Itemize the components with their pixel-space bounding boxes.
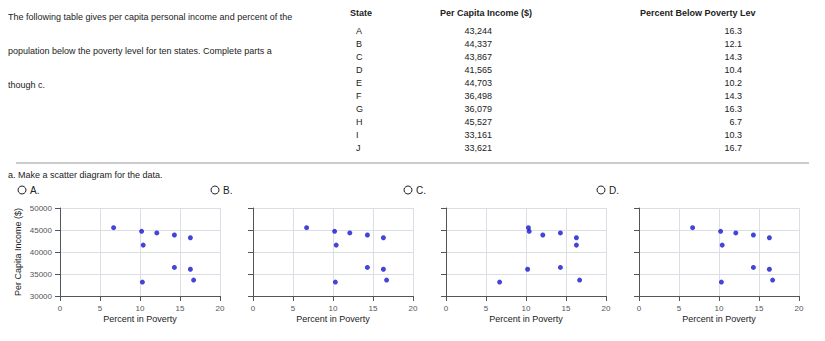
svg-text:15: 15: [562, 304, 571, 313]
svg-text:C: C: [356, 52, 363, 62]
svg-text:A: A: [356, 26, 362, 36]
svg-text:B: B: [356, 39, 362, 49]
svg-text:B.: B.: [223, 185, 232, 196]
svg-text:10: 10: [136, 304, 145, 313]
svg-text:10.2: 10.2: [724, 78, 742, 88]
svg-text:C.: C.: [416, 185, 426, 196]
svg-text:0: 0: [58, 304, 63, 313]
svg-text:0: 0: [444, 304, 449, 313]
svg-text:E: E: [356, 78, 362, 88]
svg-text:45,527: 45,527: [464, 117, 492, 127]
svg-text:Percent in Poverty: Percent in Poverty: [296, 314, 370, 324]
svg-text:F: F: [356, 91, 362, 101]
svg-text:43,867: 43,867: [464, 52, 492, 62]
svg-text:population below the poverty l: population below the poverty level for t…: [8, 46, 272, 56]
svg-text:H: H: [356, 117, 363, 127]
svg-text:5: 5: [291, 304, 296, 313]
svg-text:10: 10: [329, 304, 338, 313]
svg-text:36,498: 36,498: [464, 91, 492, 101]
svg-text:The following table gives per: The following table gives per capita per…: [8, 12, 292, 22]
svg-text:Percent in Poverty: Percent in Poverty: [489, 314, 563, 324]
svg-text:a. Make a scatter diagram for: a. Make a scatter diagram for the data.: [8, 170, 163, 180]
svg-text:Per Capita Income ($): Per Capita Income ($): [13, 208, 23, 296]
svg-text:12.1: 12.1: [724, 39, 742, 49]
svg-text:10.4: 10.4: [724, 65, 742, 75]
svg-text:43,244: 43,244: [464, 26, 492, 36]
svg-text:Percent in Poverty: Percent in Poverty: [103, 314, 177, 324]
svg-text:10: 10: [715, 304, 724, 313]
svg-text:36,079: 36,079: [464, 104, 492, 114]
svg-text:J: J: [356, 143, 361, 153]
svg-text:5: 5: [98, 304, 103, 313]
svg-text:14.3: 14.3: [724, 91, 742, 101]
svg-text:I: I: [356, 130, 359, 140]
svg-text:33,161: 33,161: [464, 130, 492, 140]
svg-text:10.3: 10.3: [724, 130, 742, 140]
svg-text:Percent Below Poverty Lev: Percent Below Poverty Lev: [640, 8, 756, 18]
svg-text:20: 20: [216, 304, 225, 313]
svg-text:45000: 45000: [30, 226, 53, 235]
svg-text:35000: 35000: [30, 270, 53, 279]
svg-text:D.: D.: [609, 185, 619, 196]
svg-text:30000: 30000: [30, 292, 53, 301]
svg-text:0: 0: [637, 304, 642, 313]
svg-text:D: D: [356, 65, 363, 75]
svg-text:40000: 40000: [30, 248, 53, 257]
svg-text:44,337: 44,337: [464, 39, 492, 49]
svg-text:5: 5: [484, 304, 489, 313]
svg-text:16.3: 16.3: [724, 26, 742, 36]
svg-text:16.3: 16.3: [724, 104, 742, 114]
svg-text:16.7: 16.7: [724, 143, 742, 153]
svg-text:G: G: [356, 104, 363, 114]
svg-text:33,621: 33,621: [464, 143, 492, 153]
svg-text:A.: A.: [30, 185, 39, 196]
svg-text:6.7: 6.7: [729, 117, 742, 127]
svg-text:15: 15: [369, 304, 378, 313]
svg-text:15: 15: [755, 304, 764, 313]
svg-text:10: 10: [522, 304, 531, 313]
svg-text:14.3: 14.3: [724, 52, 742, 62]
svg-text:though c.: though c.: [8, 80, 45, 90]
svg-text:Per Capita Income ($): Per Capita Income ($): [440, 8, 532, 18]
svg-text:20: 20: [409, 304, 418, 313]
svg-text:50000: 50000: [30, 204, 53, 213]
svg-text:Percent in Poverty: Percent in Poverty: [682, 314, 756, 324]
svg-text:15: 15: [176, 304, 185, 313]
svg-text:0: 0: [251, 304, 256, 313]
svg-text:20: 20: [602, 304, 611, 313]
svg-text:41,565: 41,565: [464, 65, 492, 75]
svg-text:5: 5: [677, 304, 682, 313]
svg-text:20: 20: [795, 304, 804, 313]
svg-text:44,703: 44,703: [464, 78, 492, 88]
svg-text:State: State: [350, 8, 372, 18]
